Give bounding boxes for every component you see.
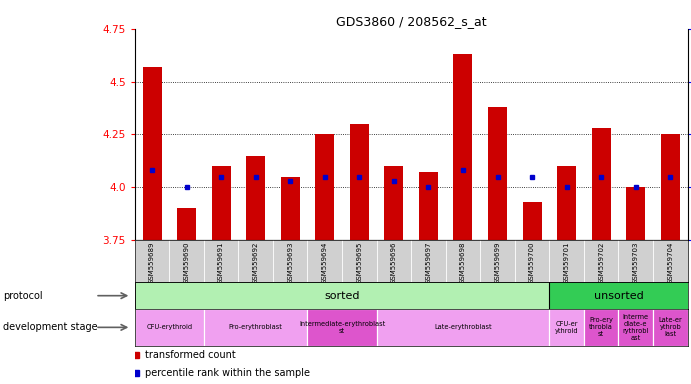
Text: GSM559692: GSM559692 [253, 241, 258, 284]
Bar [618, 309, 653, 346]
Text: GSM559694: GSM559694 [322, 241, 328, 284]
Bar [315, 134, 334, 240]
Text: Pro-ery
throbla
st: Pro-ery throbla st [589, 317, 613, 338]
Text: protocol: protocol [3, 291, 43, 301]
Text: GSM559698: GSM559698 [460, 241, 466, 284]
Bar [350, 124, 369, 240]
Text: transformed count: transformed count [144, 350, 236, 360]
Text: GSM559700: GSM559700 [529, 241, 535, 284]
Bar [211, 166, 231, 240]
Text: Late-erythroblast: Late-erythroblast [434, 324, 492, 330]
Bar [661, 134, 680, 240]
Bar [549, 309, 584, 346]
Bar [626, 187, 645, 240]
Text: unsorted: unsorted [594, 291, 643, 301]
Bar [488, 107, 507, 240]
Bar [204, 309, 307, 346]
Text: GSM559703: GSM559703 [633, 241, 638, 284]
Bar [557, 166, 576, 240]
Bar [453, 54, 473, 240]
Bar [549, 282, 688, 309]
Text: Intermediate-erythroblast
st: Intermediate-erythroblast st [299, 321, 385, 334]
Text: GSM559695: GSM559695 [357, 241, 362, 284]
Text: CFU-er
ythroid: CFU-er ythroid [555, 321, 578, 334]
Text: GSM559697: GSM559697 [426, 241, 431, 284]
Text: sorted: sorted [324, 291, 360, 301]
Text: GSM559701: GSM559701 [564, 241, 569, 284]
Text: GSM559691: GSM559691 [218, 241, 224, 284]
Text: GSM559696: GSM559696 [391, 241, 397, 284]
Text: GSM559690: GSM559690 [184, 241, 189, 284]
Text: GSM559704: GSM559704 [668, 241, 673, 284]
Bar [584, 309, 618, 346]
Bar [177, 209, 196, 240]
Bar [135, 309, 204, 346]
Bar [419, 172, 438, 240]
Bar [591, 128, 611, 240]
Bar [142, 67, 162, 240]
Bar [377, 309, 549, 346]
Bar [384, 166, 404, 240]
Text: CFU-erythroid: CFU-erythroid [146, 324, 192, 330]
Text: Pro-erythroblast: Pro-erythroblast [229, 324, 283, 330]
Bar [307, 309, 377, 346]
Bar [522, 202, 542, 240]
Text: GSM559699: GSM559699 [495, 241, 500, 284]
Text: Interme
diate-e
rythrobl
ast: Interme diate-e rythrobl ast [623, 314, 649, 341]
Text: percentile rank within the sample: percentile rank within the sample [144, 367, 310, 377]
Text: GSM559693: GSM559693 [287, 241, 293, 284]
Bar [281, 177, 300, 240]
Text: GSM559702: GSM559702 [598, 241, 604, 284]
Text: development stage: development stage [3, 322, 98, 333]
Bar [246, 156, 265, 240]
Text: Late-er
ythrob
last: Late-er ythrob last [659, 317, 682, 338]
Bar [135, 282, 549, 309]
Text: GSM559689: GSM559689 [149, 241, 155, 284]
Title: GDS3860 / 208562_s_at: GDS3860 / 208562_s_at [336, 15, 486, 28]
Bar [653, 309, 688, 346]
